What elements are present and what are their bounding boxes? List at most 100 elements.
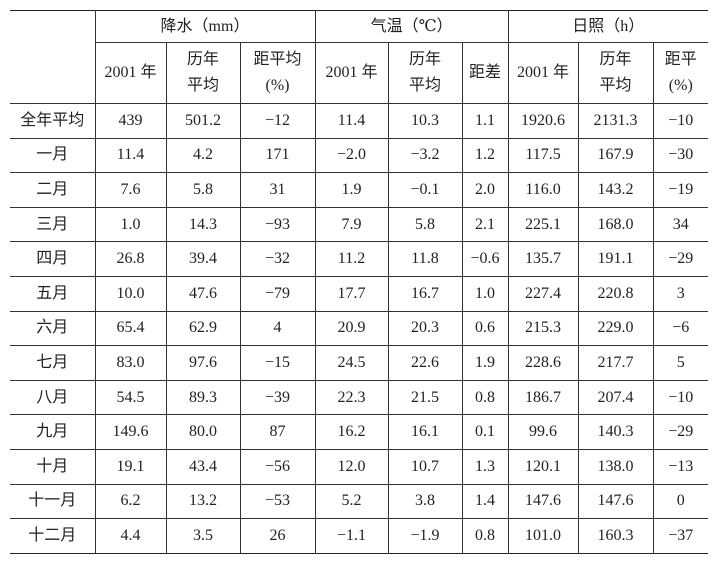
data-cell: 54.5 bbox=[94, 380, 167, 416]
data-cell: 191.1 bbox=[577, 241, 654, 277]
data-cell: 3.8 bbox=[387, 484, 463, 520]
data-cell: 20.3 bbox=[387, 311, 463, 347]
data-cell: 147.6 bbox=[507, 484, 579, 520]
row-label: 六月 bbox=[10, 311, 96, 347]
data-table: 降水（mm） 气温（℃） 日照（h） 2001 年历年 平均 距平均 (%) 2001 年历年… bbox=[10, 10, 709, 554]
data-cell: 225.1 bbox=[507, 207, 579, 243]
data-cell: −0.6 bbox=[461, 241, 509, 277]
data-cell: 2.0 bbox=[461, 172, 509, 208]
data-cell: 1.0 bbox=[94, 207, 167, 243]
data-cell: 89.3 bbox=[165, 380, 241, 416]
data-cell: 439 bbox=[94, 103, 167, 139]
group-header: 日照（h） bbox=[507, 10, 709, 43]
subheader-cell: 2001 年 bbox=[507, 42, 579, 104]
data-cell: −3.2 bbox=[387, 138, 463, 174]
data-cell: −1.1 bbox=[314, 518, 389, 554]
data-cell: −13 bbox=[652, 449, 709, 485]
data-cell: 11.2 bbox=[314, 241, 389, 277]
data-cell: 0 bbox=[652, 484, 709, 520]
data-cell: 227.4 bbox=[507, 276, 579, 312]
data-cell: 99.6 bbox=[507, 414, 579, 450]
data-cell: 24.5 bbox=[314, 345, 389, 381]
data-cell: 10.3 bbox=[387, 103, 463, 139]
data-cell: 43.4 bbox=[165, 449, 241, 485]
data-row: 二月 7.6 5.8 31 1.9 −0.1 2.0 116.0 143.2 −19 bbox=[10, 172, 709, 208]
subheader-cell: 历年 平均 bbox=[387, 42, 463, 104]
data-cell: 149.6 bbox=[94, 414, 167, 450]
data-cell: −32 bbox=[239, 241, 316, 277]
data-cell: 220.8 bbox=[577, 276, 654, 312]
data-cell: 1.3 bbox=[461, 449, 509, 485]
data-cell: −53 bbox=[239, 484, 316, 520]
data-row: 八月 54.5 89.3 −39 22.3 21.5 0.8 186.7 207.4 −10 bbox=[10, 380, 709, 416]
row-label: 七月 bbox=[10, 345, 96, 381]
data-cell: 101.0 bbox=[507, 518, 579, 554]
data-cell: −56 bbox=[239, 449, 316, 485]
data-cell: 26 bbox=[239, 518, 316, 554]
table-body: 降水（mm） 气温（℃） 日照（h） 2001 年历年 平均 距平均 (%) 2001 年历年… bbox=[10, 10, 709, 554]
data-cell: 39.4 bbox=[165, 241, 241, 277]
row-label: 十二月 bbox=[10, 518, 96, 554]
data-cell: 5.8 bbox=[165, 172, 241, 208]
data-cell: 501.2 bbox=[165, 103, 241, 139]
row-label: 十一月 bbox=[10, 484, 96, 520]
data-cell: 3 bbox=[652, 276, 709, 312]
data-cell: 26.8 bbox=[94, 241, 167, 277]
data-cell: 1920.6 bbox=[507, 103, 579, 139]
data-row: 十二月 4.4 3.5 26 −1.1 −1.9 0.8 101.0 160.3 −37 bbox=[10, 518, 709, 554]
data-cell: −37 bbox=[652, 518, 709, 554]
subheader-cell: 历年 平均 bbox=[577, 42, 654, 104]
data-cell: −39 bbox=[239, 380, 316, 416]
data-cell: 14.3 bbox=[165, 207, 241, 243]
data-cell: 20.9 bbox=[314, 311, 389, 347]
data-cell: −10 bbox=[652, 380, 709, 416]
data-cell: −2.0 bbox=[314, 138, 389, 174]
data-cell: 228.6 bbox=[507, 345, 579, 381]
group-header: 气温（℃） bbox=[314, 10, 509, 43]
data-cell: 207.4 bbox=[577, 380, 654, 416]
subheader-line: 距差 bbox=[469, 64, 502, 81]
data-cell: 22.3 bbox=[314, 380, 389, 416]
data-cell: 11.4 bbox=[94, 138, 167, 174]
data-cell: 116.0 bbox=[507, 172, 579, 208]
subheader-cell: 距平均 (%) bbox=[239, 42, 316, 104]
data-cell: −79 bbox=[239, 276, 316, 312]
data-cell: 80.0 bbox=[165, 414, 241, 450]
data-cell: 10.7 bbox=[387, 449, 463, 485]
data-cell: 47.6 bbox=[165, 276, 241, 312]
data-cell: 217.7 bbox=[577, 345, 654, 381]
data-cell: −15 bbox=[239, 345, 316, 381]
data-cell: 34 bbox=[652, 207, 709, 243]
data-row: 三月 1.0 14.3 −93 7.9 5.8 2.1 225.1 168.0 34 bbox=[10, 207, 709, 243]
data-cell: 1.1 bbox=[461, 103, 509, 139]
data-cell: 4.2 bbox=[165, 138, 241, 174]
data-cell: 1.9 bbox=[314, 172, 389, 208]
data-cell: 2.1 bbox=[461, 207, 509, 243]
data-cell: 16.2 bbox=[314, 414, 389, 450]
data-cell: 143.2 bbox=[577, 172, 654, 208]
row-label: 四月 bbox=[10, 241, 96, 277]
subheader-cell: 2001 年 bbox=[314, 42, 389, 104]
data-cell: 5.2 bbox=[314, 484, 389, 520]
data-cell: 10.0 bbox=[94, 276, 167, 312]
data-cell: 0.6 bbox=[461, 311, 509, 347]
data-cell: 229.0 bbox=[577, 311, 654, 347]
subheader-row: 2001 年历年 平均 距平均 (%) 2001 年历年 平均 距差 2001 年历年 平均 距平… bbox=[10, 42, 709, 104]
data-cell: 7.6 bbox=[94, 172, 167, 208]
data-cell: 1.9 bbox=[461, 345, 509, 381]
data-cell: 160.3 bbox=[577, 518, 654, 554]
subheader-line: 平均 bbox=[599, 77, 632, 94]
data-cell: 117.5 bbox=[507, 138, 579, 174]
data-cell: 6.2 bbox=[94, 484, 167, 520]
data-cell: 97.6 bbox=[165, 345, 241, 381]
data-cell: 16.7 bbox=[387, 276, 463, 312]
data-cell: 3.5 bbox=[165, 518, 241, 554]
header-row: 降水（mm） 气温（℃） 日照（h） bbox=[10, 10, 709, 104]
data-cell: 16.1 bbox=[387, 414, 463, 450]
table-container: 降水（mm） 气温（℃） 日照（h） 2001 年历年 平均 距平均 (%) 2001 年历年… bbox=[10, 10, 709, 554]
subheader-line: 距平 bbox=[664, 51, 697, 68]
data-row: 一月 11.4 4.2 171 −2.0 −3.2 1.2 117.5 167.9 −30 bbox=[10, 138, 709, 174]
subheader-line: 平均 bbox=[408, 77, 441, 94]
data-cell: 215.3 bbox=[507, 311, 579, 347]
row-label: 一月 bbox=[10, 138, 96, 174]
